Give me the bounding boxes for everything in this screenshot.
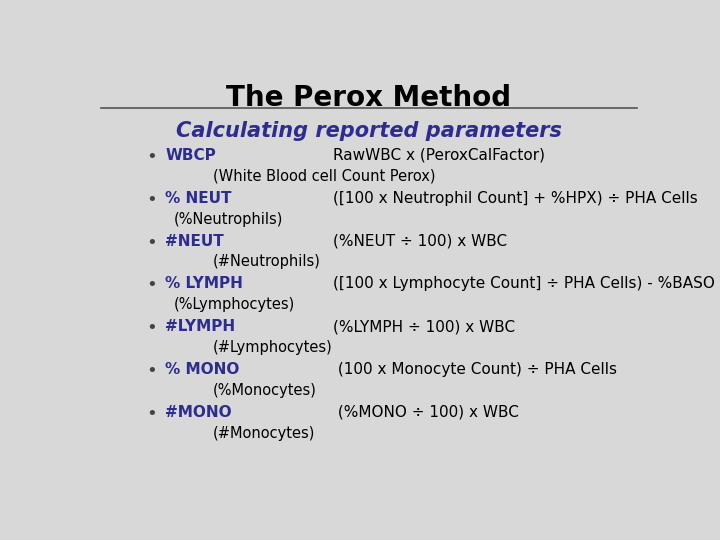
Text: (100 x Monocyte Count) ÷ PHA Cells: (100 x Monocyte Count) ÷ PHA Cells bbox=[333, 362, 617, 377]
Text: % NEUT: % NEUT bbox=[166, 191, 232, 206]
Text: (#Monocytes): (#Monocytes) bbox=[213, 426, 315, 441]
Text: •: • bbox=[145, 362, 156, 380]
Text: (#Lymphocytes): (#Lymphocytes) bbox=[213, 340, 333, 355]
Text: % MONO: % MONO bbox=[166, 362, 240, 377]
Text: #MONO: #MONO bbox=[166, 405, 232, 420]
Text: •: • bbox=[145, 191, 156, 209]
Text: (%Lymphocytes): (%Lymphocytes) bbox=[174, 297, 295, 312]
Text: (%Neutrophils): (%Neutrophils) bbox=[174, 212, 283, 227]
Text: (%MONO ÷ 100) x WBC: (%MONO ÷ 100) x WBC bbox=[333, 405, 518, 420]
Text: % LYMPH: % LYMPH bbox=[166, 276, 243, 292]
Text: Calculating reported parameters: Calculating reported parameters bbox=[176, 121, 562, 141]
Text: •: • bbox=[145, 148, 156, 166]
Text: •: • bbox=[145, 405, 156, 423]
Text: The Perox Method: The Perox Method bbox=[226, 84, 512, 112]
Text: (%NEUT ÷ 100) x WBC: (%NEUT ÷ 100) x WBC bbox=[333, 234, 507, 248]
Text: •: • bbox=[145, 319, 156, 338]
Text: #LYMPH: #LYMPH bbox=[166, 319, 235, 334]
Text: (%LYMPH ÷ 100) x WBC: (%LYMPH ÷ 100) x WBC bbox=[333, 319, 515, 334]
Text: (#Neutrophils): (#Neutrophils) bbox=[213, 254, 320, 269]
Text: •: • bbox=[145, 234, 156, 252]
Text: RawWBC x (PeroxCalFactor): RawWBC x (PeroxCalFactor) bbox=[333, 148, 545, 163]
Text: ([100 x Lymphocyte Count] ÷ PHA Cells) - %BASO: ([100 x Lymphocyte Count] ÷ PHA Cells) -… bbox=[333, 276, 715, 292]
Text: (White Blood cell Count Perox): (White Blood cell Count Perox) bbox=[213, 168, 436, 184]
Text: WBCP: WBCP bbox=[166, 148, 216, 163]
Text: •: • bbox=[145, 276, 156, 294]
Text: (%Monocytes): (%Monocytes) bbox=[213, 383, 317, 398]
Text: #NEUT: #NEUT bbox=[166, 234, 224, 248]
Text: ([100 x Neutrophil Count] + %HPX) ÷ PHA Cells: ([100 x Neutrophil Count] + %HPX) ÷ PHA … bbox=[333, 191, 698, 206]
